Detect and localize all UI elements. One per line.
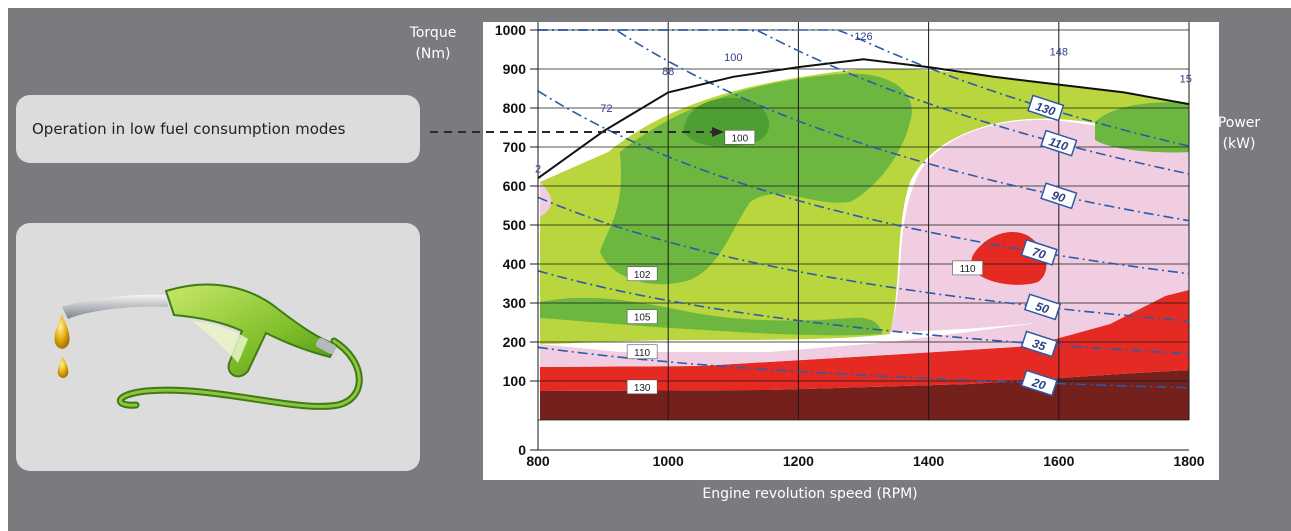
x-tick-label: 1600 <box>1043 453 1074 469</box>
x-tick-label: 1000 <box>653 453 684 469</box>
fuel-icon-card <box>16 223 420 471</box>
power-line <box>537 196 1190 322</box>
chart-labels: 2 72 88 100 126 148 15 100 102 105 110 130 110 <box>535 31 1192 395</box>
y-tick-label: 300 <box>503 295 527 311</box>
x-tick-label: 1800 <box>1173 453 1204 469</box>
power-line <box>537 90 1190 275</box>
power-line-label: 70 <box>1030 245 1047 263</box>
power-axis-title: Power (kW) <box>1209 113 1269 155</box>
y-tick-label: 800 <box>503 100 527 116</box>
y-tick-label: 900 <box>503 61 527 77</box>
bsfc-label: 105 <box>634 313 651 324</box>
bsfc-label-box: 100 <box>724 129 756 145</box>
power-line <box>538 29 1190 175</box>
y-tick-label: 600 <box>503 178 527 194</box>
bsfc-zone-102-low-left <box>540 297 882 336</box>
y-tick-label: 400 <box>503 256 527 272</box>
power-line-label-box: 70 <box>1020 238 1058 266</box>
power-axis-title-unit: (kW) <box>1222 136 1256 152</box>
bsfc-label: 110 <box>634 348 650 359</box>
power-line-label: 130 <box>1034 99 1058 119</box>
unreachable-area <box>538 22 1189 182</box>
axes: 800 1000 1200 1400 1600 1800 0 100 200 300 400 500 6… <box>495 22 1205 469</box>
bsfc-label: 130 <box>634 383 651 394</box>
y-tick-label: 500 <box>503 217 527 233</box>
power-line <box>537 346 1190 389</box>
power-line-label-box: 50 <box>1023 293 1062 321</box>
callout-text: Operation in low fuel consumption modes <box>32 120 346 138</box>
y-tick-label: 700 <box>503 139 527 155</box>
bsfc-zone-105-upper <box>890 120 1189 332</box>
bsfc-label: 110 <box>960 264 976 275</box>
full-load-power-label: 100 <box>724 52 742 64</box>
full-load-power-label: 2 <box>535 163 541 175</box>
power-line-label: 90 <box>1050 188 1067 206</box>
bsfc-label-box: 110 <box>952 260 983 276</box>
bsfc-zone-101 <box>600 73 912 285</box>
torque-axis-title-line1: Torque <box>409 25 457 41</box>
bsfc-label-box: 110 <box>626 344 658 360</box>
plot-area <box>538 22 1189 420</box>
bsfc-label-box: 102 <box>626 266 658 282</box>
full-load-power-label: 15 <box>1180 74 1192 86</box>
bsfc-zone-102-left <box>540 182 552 217</box>
power-line-label: 110 <box>1047 134 1070 153</box>
power-line-label-box: 20 <box>1020 369 1058 397</box>
x-axis-title: Engine revolution speed (RPM) <box>702 486 918 502</box>
power-line-label: 20 <box>1029 375 1047 393</box>
power-line <box>537 270 1190 355</box>
bsfc-label-box: 130 <box>626 379 658 395</box>
torque-axis-title-unit: (Nm) <box>415 46 451 62</box>
torque-axis-title: Torque (Nm) <box>393 23 473 65</box>
y-tick-label: 0 <box>518 442 526 458</box>
bsfc-label-box: 105 <box>626 309 658 324</box>
power-line <box>538 29 1190 222</box>
power-line-label: 35 <box>1030 336 1047 354</box>
power-line-label-box: 90 <box>1040 182 1078 210</box>
x-tick-label: 1200 <box>783 453 814 469</box>
bsfc-label: 100 <box>731 133 748 144</box>
low-fuel-callout: Operation in low fuel consumption modes <box>16 95 420 163</box>
power-axis-title-line1: Power <box>1217 115 1261 131</box>
y-tick-label: 100 <box>503 373 527 389</box>
full-load-power-label: 72 <box>600 103 612 115</box>
power-lines: 130 110 90 70 50 35 20 <box>537 29 1190 397</box>
y-tick-label: 200 <box>503 334 527 350</box>
x-tick-label: 1400 <box>913 453 944 469</box>
y-tick-label: 1000 <box>495 22 526 38</box>
full-load-power-label: 88 <box>662 66 674 78</box>
full-load-curve <box>537 58 1190 180</box>
bsfc-label: 102 <box>634 270 651 281</box>
full-load-power-label: 126 <box>854 31 872 43</box>
power-line-label-box: 35 <box>1020 330 1058 358</box>
full-load-power-label: 148 <box>1050 46 1068 58</box>
power-line-label-box: 130 <box>1027 94 1065 122</box>
power-line-label-box: 110 <box>1040 129 1078 157</box>
power-line-label: 50 <box>1034 299 1051 317</box>
bsfc-zone-110 <box>540 284 1189 391</box>
x-tick-label: 800 <box>526 453 550 469</box>
fuel-nozzle-icon <box>54 283 363 410</box>
